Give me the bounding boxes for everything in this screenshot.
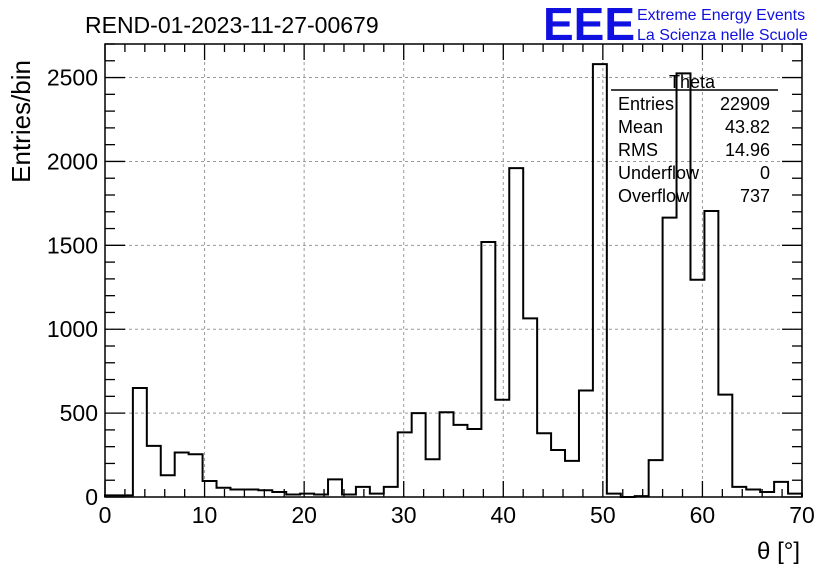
stats-label: Overflow (618, 186, 690, 206)
stats-value: 737 (740, 186, 770, 206)
axes (104, 43, 803, 498)
stats-value: 0 (760, 163, 770, 183)
stats-value: 43.82 (725, 117, 770, 137)
y-tick-label: 1000 (47, 316, 98, 342)
y-axis-label: Entries/bin (6, 60, 36, 183)
x-tick-label: 70 (789, 502, 815, 528)
y-tick-label: 2000 (47, 148, 98, 174)
stats-box: Theta Entries 22909 Mean 43.82 RMS 14.96 Under… (611, 72, 778, 206)
stats-label: RMS (618, 140, 658, 160)
histogram-bars (104, 63, 803, 498)
histogram-outline (104, 63, 803, 498)
eee-logo: EEE (543, 0, 635, 50)
eee-logo-line-1: Extreme Energy Events (637, 7, 805, 24)
run-title: REND-01-2023-11-27-00679 (85, 12, 379, 38)
stats-label: Mean (618, 117, 663, 137)
x-tick-label: 20 (291, 502, 317, 528)
y-tick-label: 2500 (47, 65, 98, 91)
tick-labels: 0 10 20 30 40 50 60 70 0 500 1000 1500 2000 2500 (47, 65, 815, 528)
eee-logo-line-2: La Scienza nelle Scuole (637, 27, 808, 44)
x-tick-label: 30 (391, 502, 417, 528)
x-axis-label: θ [°] (757, 538, 800, 565)
y-tick-label: 1500 (47, 232, 98, 258)
y-tick-label: 500 (60, 400, 98, 426)
stats-value: 14.96 (725, 140, 770, 160)
stats-label: Underflow (618, 163, 700, 183)
plot-frame (104, 43, 803, 498)
x-tick-label: 10 (192, 502, 218, 528)
x-tick-label: 50 (590, 502, 616, 528)
y-tick-label: 0 (85, 484, 98, 510)
stats-label: Entries (618, 94, 674, 114)
stats-value: 22909 (720, 94, 770, 114)
x-tick-label: 0 (99, 502, 112, 528)
stats-box-title: Theta (669, 72, 716, 92)
x-tick-label: 60 (690, 502, 716, 528)
x-tick-label: 40 (490, 502, 516, 528)
